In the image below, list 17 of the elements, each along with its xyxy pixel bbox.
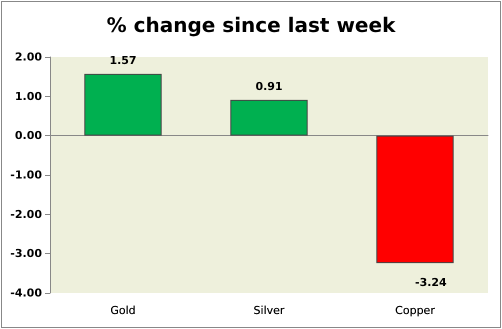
- y-tick-label: 2.00: [14, 50, 42, 64]
- bar: [376, 136, 454, 264]
- y-tick-label: -2.00: [10, 208, 42, 221]
- y-tick-label: 1.00: [14, 90, 42, 103]
- x-tick-label: Silver: [254, 304, 285, 317]
- chart-title: % change since last week: [106, 13, 396, 37]
- y-tick-label: -3.00: [10, 247, 42, 260]
- bar: [84, 74, 162, 136]
- y-tick-label: -1.00: [10, 168, 42, 182]
- bar: [230, 100, 308, 136]
- data-label: -3.24: [415, 276, 448, 290]
- y-tick-label: 0.00: [14, 129, 42, 142]
- y-tick-label: -4.00: [10, 286, 42, 300]
- data-label: 0.91: [255, 80, 283, 93]
- x-tick-label: Copper: [395, 304, 436, 317]
- x-tick-label: Gold: [110, 304, 136, 317]
- data-label: 1.57: [109, 54, 137, 67]
